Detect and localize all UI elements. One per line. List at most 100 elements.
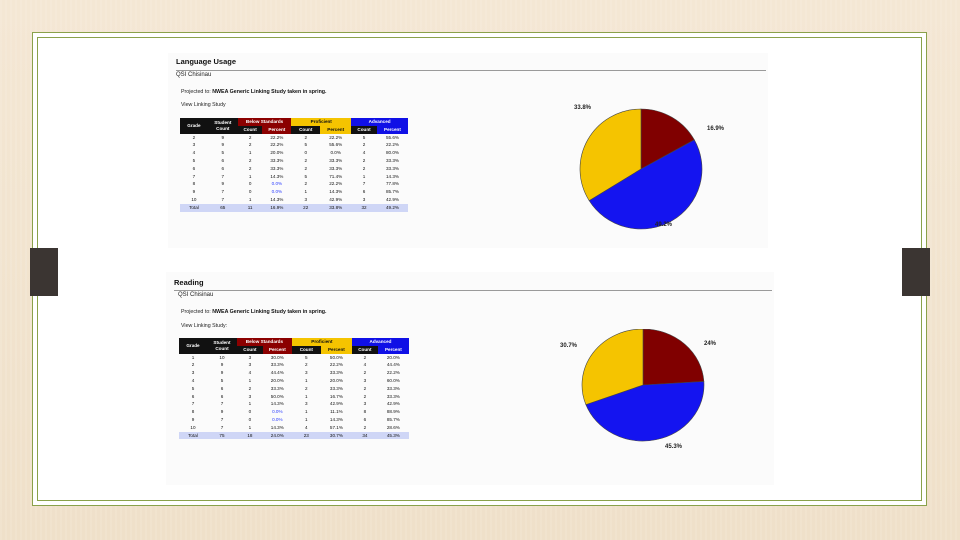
table-cell: 0.0% xyxy=(271,181,283,187)
percent-header: Percent xyxy=(377,345,409,354)
table-cell: 14.3% xyxy=(270,401,284,407)
reading-panel: Reading QSI Chisinau Projected to: NWEA … xyxy=(166,272,774,485)
table-cell: 0 xyxy=(248,416,252,422)
table-row: 6 6 2 33.3% 2 33.3% 2 33.3% xyxy=(180,165,408,173)
table-cell: 4 xyxy=(248,370,252,376)
pie-label-below: 16.9% xyxy=(707,126,725,132)
table-cell: 2 xyxy=(304,165,308,171)
table-cell: 5 xyxy=(305,354,308,360)
table-cell: 6 xyxy=(221,157,225,163)
table-cell: 30.0% xyxy=(270,354,284,360)
table-cell: 7 xyxy=(220,424,224,430)
percent-header: Percent xyxy=(262,125,292,134)
table-cell: 14.3% xyxy=(329,416,343,422)
table-cell: 2 xyxy=(304,157,308,163)
pie-label-proficient: 30.7% xyxy=(560,343,578,349)
table-cell: 4 xyxy=(191,377,195,383)
total-row: Total 75 18 24.0% 23 30.7% 34 45.3% xyxy=(179,431,409,440)
total-cell: 23 xyxy=(291,431,321,440)
table-cell: 7 xyxy=(362,181,366,187)
pie-label-below: 24% xyxy=(704,341,717,347)
table-cell: 9 xyxy=(192,189,196,195)
table-cell: 5 xyxy=(304,142,308,148)
total-cell: Total xyxy=(179,431,207,440)
language-usage-panel: Language Usage QSI Chisinau Projected to… xyxy=(168,53,768,248)
below-standards-header: Below Standards xyxy=(237,118,292,126)
table-cell: 8 xyxy=(192,181,196,187)
table-cell: 6 xyxy=(192,165,196,171)
table-cell: 0 xyxy=(248,409,252,415)
count-header: Count xyxy=(237,345,263,354)
table-cell: 0 xyxy=(248,189,252,195)
table-row: 3 9 4 44.4% 3 33.3% 2 22.2% xyxy=(179,369,409,377)
table-cell: 7 xyxy=(220,416,224,422)
total-cell: 22 xyxy=(291,203,321,212)
table-row: 8 9 0 0.0% 2 22.2% 7 77.8% xyxy=(180,180,408,188)
language-usage-table: Grade Student Count Below Standards Prof… xyxy=(180,118,408,212)
table-cell: 60.0% xyxy=(386,377,400,383)
table-cell: 4 xyxy=(362,150,366,156)
table-cell: 14.3% xyxy=(270,173,284,179)
percent-header: Percent xyxy=(376,125,408,134)
right-tab-decoration xyxy=(902,248,930,296)
pie-slice-below-standards xyxy=(642,329,705,386)
view-linking-study-link[interactable]: View Linking Study: xyxy=(181,323,228,329)
table-cell: 88.9% xyxy=(386,409,400,415)
percent-header: Percent xyxy=(320,125,352,134)
pie-label-advanced: 49.2% xyxy=(655,222,673,228)
table-cell: 2 xyxy=(362,157,366,163)
table-cell: 33.3% xyxy=(270,362,284,368)
advanced-header: Advanced xyxy=(351,338,409,346)
advanced-header: Advanced xyxy=(351,118,408,126)
table-cell: 3 xyxy=(362,196,366,202)
table-row: 2 9 3 33.3% 2 22.2% 4 44.4% xyxy=(179,361,409,369)
table-cell: 1 xyxy=(248,401,252,407)
table-row: 4 5 1 20.0% 1 20.0% 3 60.0% xyxy=(179,377,409,385)
percent-header: Percent xyxy=(320,345,352,354)
table-cell: 50.0% xyxy=(329,354,343,360)
table-cell: 11.1% xyxy=(330,409,343,415)
table-cell: 8 xyxy=(191,409,195,415)
table-cell: 1 xyxy=(248,377,252,383)
table-cell: 0 xyxy=(248,181,252,187)
table-cell: 14.3% xyxy=(385,173,399,179)
table-cell: 20.0% xyxy=(270,150,284,156)
panel-title: Reading xyxy=(174,278,204,287)
table-cell: 5 xyxy=(191,385,195,391)
view-linking-study-link[interactable]: View Linking Study xyxy=(181,102,226,108)
table-cell: 5 xyxy=(304,173,308,179)
table-cell: 22.2% xyxy=(329,181,343,187)
count-header: Count xyxy=(237,125,263,134)
table-cell: 6 xyxy=(220,393,224,399)
table-cell: 3 xyxy=(305,370,308,376)
total-cell: 34 xyxy=(351,431,378,440)
pie-slice-advanced xyxy=(588,139,703,230)
table-cell: 1 xyxy=(248,150,252,156)
table-cell: 5 xyxy=(192,157,196,163)
count-header: Count xyxy=(291,125,321,134)
table-cell: 44.4% xyxy=(270,370,284,376)
total-cell: 11 xyxy=(237,203,263,212)
table-cell: 1 xyxy=(248,173,252,179)
pie-label-advanced: 45.3% xyxy=(665,444,683,450)
table-cell: 6 xyxy=(191,393,195,399)
table-cell: 9 xyxy=(221,134,225,140)
total-cell: Total xyxy=(180,203,208,212)
table-row: 5 6 2 33.3% 2 33.3% 2 33.3% xyxy=(180,157,408,165)
table-cell: 55.6% xyxy=(385,134,399,140)
table-cell: 2 xyxy=(363,370,367,376)
table-cell: 5 xyxy=(221,150,225,156)
table-cell: 20.0% xyxy=(386,354,400,360)
table-cell: 6 xyxy=(363,416,367,422)
table-cell: 4 xyxy=(363,362,367,368)
table-cell: 2 xyxy=(304,181,308,187)
table-cell: 5 xyxy=(362,134,366,140)
table-cell: 33.3% xyxy=(386,393,400,399)
total-cell: 24.0% xyxy=(262,431,292,440)
table-cell: 3 xyxy=(248,393,252,399)
reading-table: Grade Student Count Below Standards Prof… xyxy=(179,338,409,440)
table-cell: 33.3% xyxy=(329,165,343,171)
table-cell: 7 xyxy=(221,173,225,179)
table-row: 10 7 1 14.3% 3 42.9% 3 42.9% xyxy=(180,196,408,204)
left-tab-decoration xyxy=(30,248,58,296)
